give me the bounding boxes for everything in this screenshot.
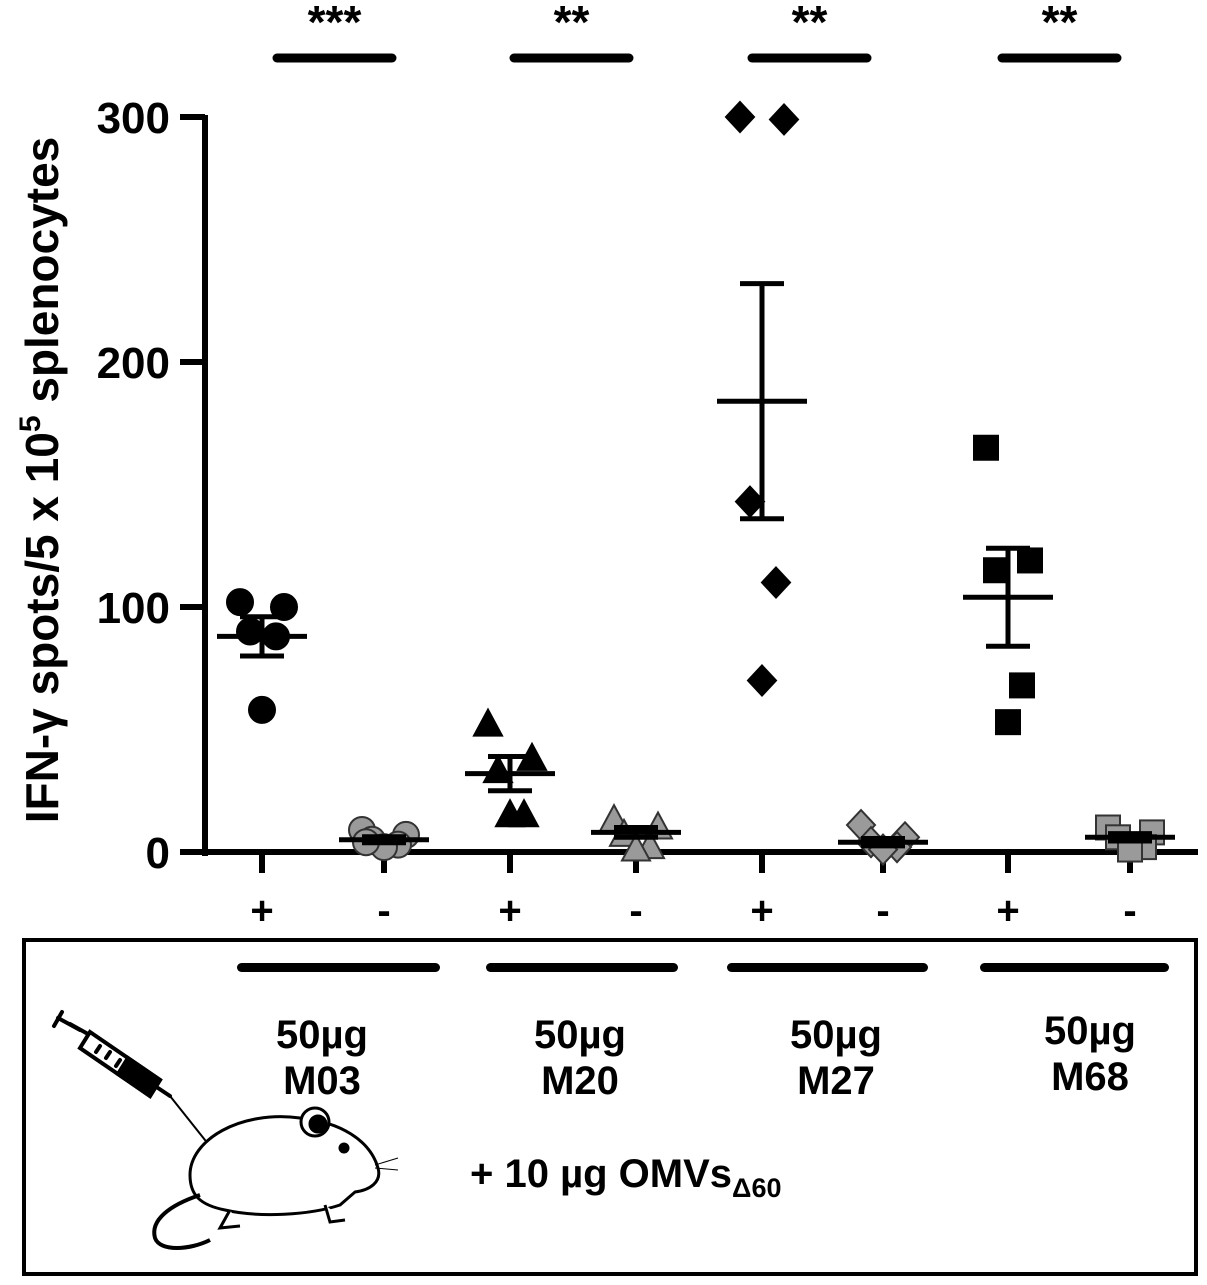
data-point	[724, 100, 756, 134]
data-point	[226, 588, 254, 617]
data-point	[746, 664, 778, 697]
group-dose: 50µg	[1044, 1009, 1136, 1053]
adjuvant-subscript: Δ60	[732, 1173, 782, 1203]
data-point	[270, 593, 298, 621]
group-bar-m03	[237, 963, 440, 972]
group-name: M27	[797, 1059, 875, 1103]
x-tick-label: -	[377, 889, 390, 933]
data-points	[217, 100, 1175, 867]
data-point	[768, 102, 800, 136]
x-tick-label: +	[750, 889, 773, 933]
data-point	[983, 557, 1009, 584]
data-point	[472, 707, 504, 737]
group-bar-m27	[727, 963, 928, 972]
group-label-m03: 50µg M03	[212, 1012, 432, 1104]
data-point	[248, 695, 276, 724]
y-tick-label: 100	[97, 584, 170, 633]
syringe-icon	[52, 1010, 206, 1141]
group-dose: 50µg	[276, 1013, 368, 1057]
y-tick-label: 300	[97, 94, 170, 143]
significance-label: ***	[308, 0, 362, 48]
syringe-mouse-illustration	[52, 1010, 399, 1250]
mouse-icon	[152, 1106, 399, 1250]
group-bar-m20	[486, 963, 678, 972]
x-tick-label: +	[498, 889, 521, 933]
adjuvant-text: + 10 µg OMVs	[470, 1152, 733, 1196]
group-label-m68: 50µg M68	[980, 1008, 1200, 1100]
y-axis-label: IFN-γ spots/5 x 105 splenocytes	[14, 137, 68, 824]
group-dose: 50µg	[790, 1013, 882, 1057]
group-dose: 50µg	[534, 1013, 626, 1057]
axes: 0 100 200 300 + - + - + - + -	[97, 94, 1198, 933]
data-point	[1017, 547, 1043, 574]
y-tick-label: 0	[146, 829, 170, 878]
group-label-m20: 50µg M20	[470, 1012, 690, 1104]
significance-label: **	[554, 0, 590, 48]
data-point	[995, 709, 1021, 736]
data-point	[760, 566, 792, 599]
x-tick-label: +	[250, 889, 273, 933]
x-tick-label: -	[1123, 889, 1136, 933]
y-axis-label-main: IFN-γ spots/5 x 10	[16, 432, 68, 823]
data-point	[494, 798, 526, 828]
adjuvant-label: + 10 µg OMVsΔ60	[470, 1152, 781, 1204]
data-point	[973, 434, 999, 461]
group-name: M20	[541, 1059, 619, 1103]
significance-label: **	[1042, 0, 1078, 48]
group-name: M03	[283, 1059, 361, 1103]
group-name: M68	[1051, 1055, 1129, 1099]
significance-label: **	[792, 0, 828, 48]
x-tick-label: +	[996, 889, 1019, 933]
significance-annotations: *** ** ** **	[272, 0, 1122, 63]
group-label-m27: 50µg M27	[726, 1012, 946, 1104]
y-axis-label-suffix: splenocytes	[16, 137, 68, 416]
x-tick-label: -	[629, 889, 642, 933]
x-tick-label: -	[876, 889, 889, 933]
data-point	[620, 832, 652, 862]
y-axis-label-exponent: 5	[14, 415, 47, 432]
data-point	[236, 617, 264, 646]
group-bar-m68	[980, 963, 1169, 972]
immunization-legend-box	[22, 938, 1198, 1276]
data-point	[1009, 672, 1035, 699]
y-tick-label: 200	[97, 339, 170, 388]
